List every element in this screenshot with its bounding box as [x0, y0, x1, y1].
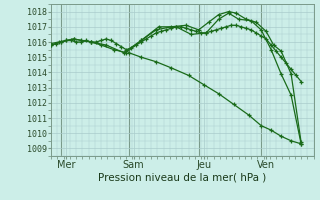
X-axis label: Pression niveau de la mer( hPa ): Pression niveau de la mer( hPa )	[98, 173, 267, 183]
